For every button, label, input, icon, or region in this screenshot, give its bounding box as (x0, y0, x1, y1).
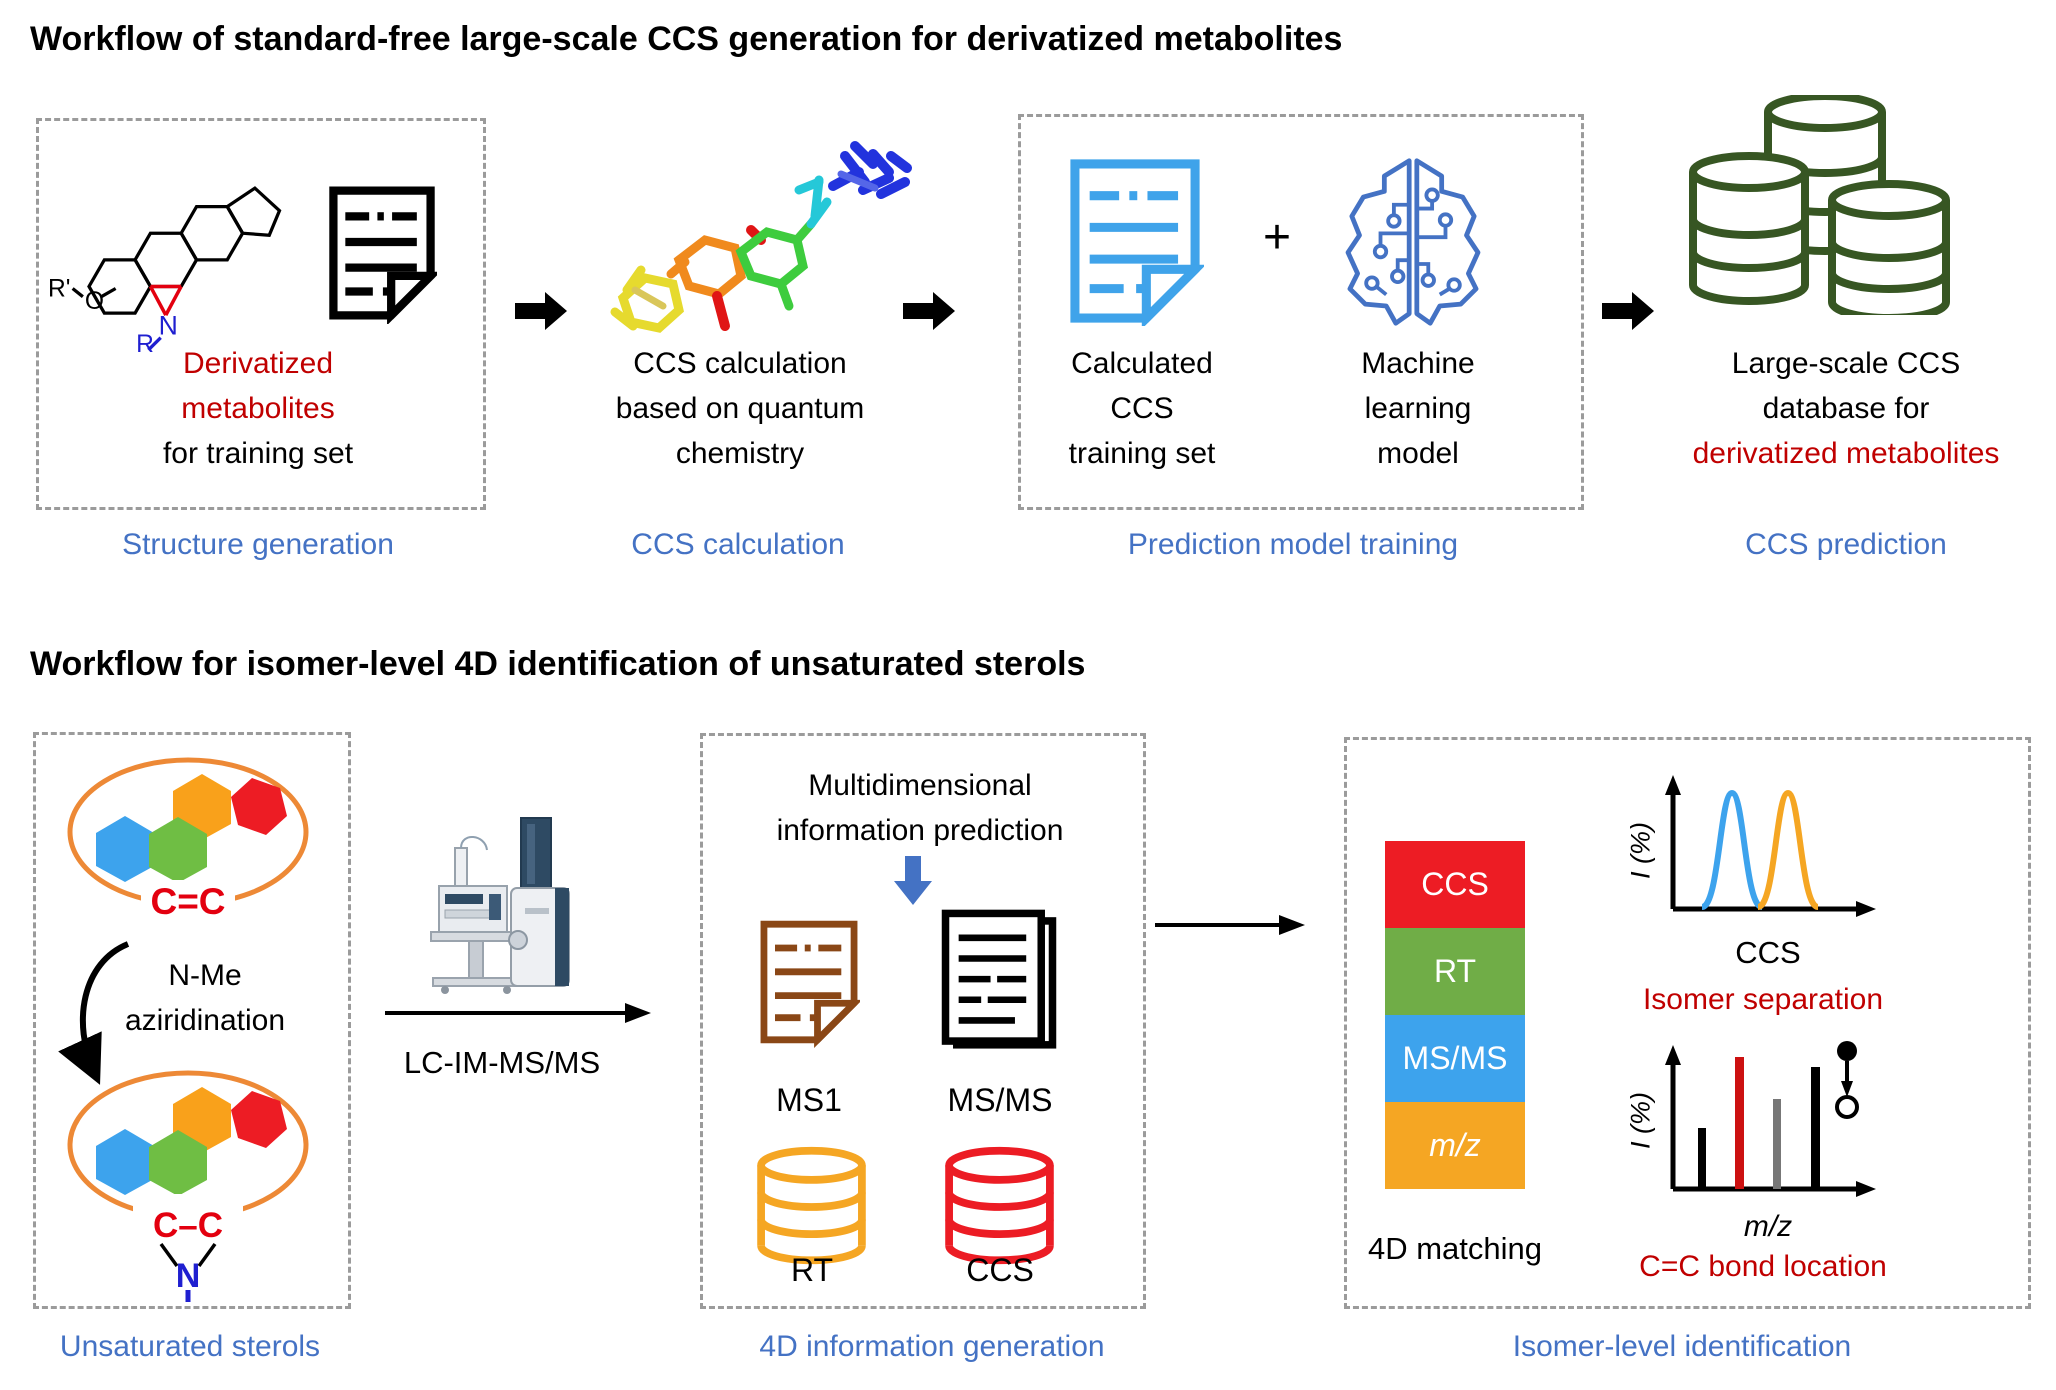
stack-caption: 4D matching (1367, 1231, 1543, 1266)
molecule-3d-icon (610, 141, 912, 333)
right-arrow-icon (515, 292, 567, 330)
label-line: metabolites (181, 392, 335, 425)
label-line: training set (1068, 437, 1216, 470)
label-line: Machine (1361, 347, 1475, 380)
stack-block-3: m/z (1385, 1102, 1525, 1189)
separation-caption: Isomer separation (1642, 983, 1884, 1016)
location-caption: C=C bond location (1639, 1250, 1887, 1283)
separation-ylabel: I (%) (1625, 822, 1656, 879)
identification-charts (1665, 775, 1876, 1197)
mass-spectrum-chart (1665, 1041, 1876, 1197)
info-generation-box (700, 733, 1146, 1309)
reaction-label: N-Me aziridination (65, 953, 345, 1043)
label-line: chemistry (675, 437, 805, 470)
label-line: N-Me (168, 959, 242, 992)
ccs-prediction-caption: CCS prediction (1745, 528, 1947, 561)
steroid-skeleton-icon: R' O N R (48, 186, 282, 352)
label-line: CCS (1110, 392, 1174, 425)
sterols-diagram: C=C C–C N (58, 757, 309, 1302)
document-icon-blue (1070, 159, 1204, 326)
workflow1-title: Workflow of standard-free large-scale CC… (30, 20, 1343, 58)
stack-label: m/z (1429, 1127, 1481, 1163)
double-bond-label: C=C (150, 881, 225, 922)
label-line: Derivatized (182, 347, 334, 380)
right-arrow-icon (1602, 292, 1654, 330)
sterol-hexagons-icon (96, 774, 287, 883)
model-training-caption: Prediction model training (1127, 528, 1459, 561)
identification-caption: Isomer-level identification (1512, 1330, 1852, 1363)
stack-label: RT (1433, 953, 1477, 989)
rt-label: RT (790, 1252, 834, 1288)
right-arrow-icon (1155, 915, 1305, 935)
ccs-prediction-label: Large-scale CCS database for derivatized… (1646, 341, 2046, 476)
database-stack-icon (1689, 95, 1950, 315)
gaussian-peaks-chart (1665, 775, 1876, 917)
label-line: for training set (162, 437, 354, 470)
sterols-box (33, 732, 351, 1309)
label-line: database for (1762, 392, 1930, 425)
curved-arrow-icon (58, 941, 130, 1085)
info-generation-caption: 4D information generation (759, 1330, 1105, 1363)
database-icon-red (945, 1146, 1054, 1265)
calculated-ccs-label: Calculated CCS training set (1022, 341, 1262, 476)
ccs-label: CCS (966, 1252, 1034, 1288)
sterol-hexagons-icon (96, 1087, 287, 1196)
structure-generation-label: Derivatized metabolites for training set (58, 341, 458, 476)
instrument-label: LC-IM-MS/MS (403, 1045, 601, 1080)
machine-learning-label: Machine learning model (1298, 341, 1538, 476)
label-line: based on quantum (615, 392, 865, 425)
down-arrow-icon (894, 856, 932, 905)
brain-circuit-icon (1345, 158, 1481, 326)
stack-block-1: RT (1385, 928, 1525, 1015)
single-bond-label: C–C (153, 1206, 223, 1245)
ms1-label: MS1 (776, 1082, 842, 1118)
structure-generation-box (36, 118, 486, 510)
stack-4d: CCS RT MS/MS m/z (1385, 841, 1525, 1189)
msms-label: MS/MS (947, 1082, 1053, 1118)
stack-block-2: MS/MS (1385, 1015, 1525, 1102)
right-arrow-icon (385, 1003, 651, 1023)
stack-label: MS/MS (1402, 1040, 1508, 1076)
document-icon-brown (760, 920, 860, 1049)
multidimensional-header: Multidimensional information prediction (712, 763, 1128, 853)
aziridine-n-label: N (176, 1257, 201, 1295)
label-line: Calculated (1071, 347, 1213, 380)
stack-block-0: CCS (1385, 841, 1525, 928)
location-ylabel: I (%) (1625, 1092, 1656, 1149)
right-arrow-icon (903, 292, 955, 330)
ccs-calculation-caption: CCS calculation (631, 528, 845, 561)
database-icon-orange (757, 1146, 866, 1265)
label-line: information prediction (776, 814, 1064, 847)
label-line: Large-scale CCS (1731, 347, 1961, 380)
label-line: learning (1364, 392, 1472, 425)
location-xlabel: m/z (1743, 1210, 1793, 1243)
model-training-box (1018, 114, 1584, 510)
document-icon (329, 186, 437, 324)
sterols-caption: Unsaturated sterols (59, 1330, 321, 1363)
lc-ms-instrument-icon (430, 817, 570, 994)
stack-label: CCS (1421, 866, 1489, 902)
workflow2-title: Workflow for isomer-level 4D identificat… (30, 645, 1086, 683)
label-line: derivatized metabolites (1692, 437, 2000, 470)
label-line: CCS calculation (633, 347, 847, 380)
documents-stack-icon (941, 909, 1057, 1049)
label-line: Multidimensional (808, 769, 1032, 802)
label-line: model (1377, 437, 1459, 470)
identification-box (1344, 737, 2031, 1309)
r-label: R (136, 331, 154, 352)
oxygen-label: O (85, 288, 104, 315)
label-line: aziridination (124, 1004, 286, 1037)
separation-xlabel: CCS (1735, 935, 1801, 970)
nitrogen-label: N (159, 311, 178, 341)
r-prime-label: R' (48, 276, 70, 303)
structure-generation-caption: Structure generation (122, 528, 394, 561)
plus-sign: + (1262, 211, 1292, 264)
ccs-calculation-label: CCS calculation based on quantum chemist… (540, 341, 940, 476)
